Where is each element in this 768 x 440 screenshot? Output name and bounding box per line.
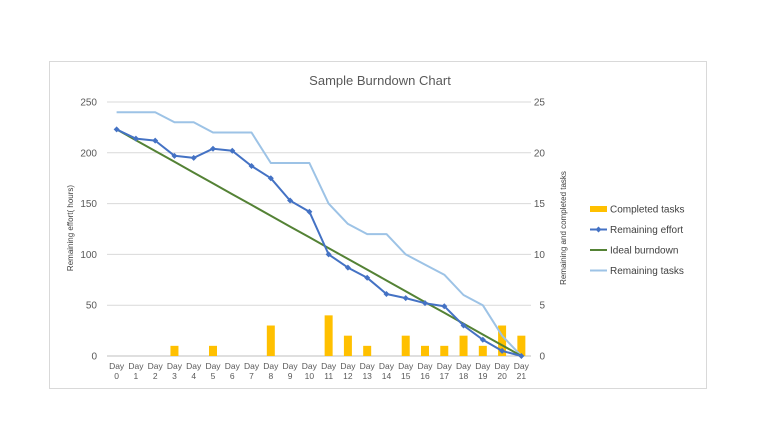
remaining-effort-marker	[113, 126, 120, 133]
legend-item-completed-tasks: Completed tasks	[590, 205, 684, 216]
remaining-effort-marker	[229, 147, 236, 154]
completed-tasks-bar	[517, 335, 526, 356]
remaining-effort-marker	[267, 175, 274, 182]
legend-item-remaining-effort: Remaining effort	[590, 225, 683, 236]
completed-tasks-bar	[209, 345, 217, 356]
completed-tasks-bar	[459, 335, 468, 356]
chart-title: Sample Burndown Chart	[309, 73, 451, 88]
x-tick-label: Day 13	[360, 361, 376, 381]
completed-tasks-bar	[170, 345, 179, 356]
y2-tick-label: 5	[539, 301, 545, 312]
legend-item-remaining-tasks: Remaining tasks	[590, 266, 684, 277]
y2-tick-label: 20	[534, 148, 546, 159]
x-tick-label: Day 10	[302, 361, 318, 381]
gridlines	[107, 101, 531, 357]
remaining-effort-marker	[518, 353, 525, 359]
x-tick-label: Day 4	[186, 361, 202, 381]
completed-tasks-bar	[266, 325, 275, 356]
remaining-effort-marker	[499, 347, 506, 354]
x-tick-label: Day 5	[205, 361, 221, 381]
y-tick-label: 200	[80, 148, 97, 159]
remaining-effort-marker	[383, 291, 390, 298]
legend-marker	[595, 226, 602, 233]
x-tick-label: Day 11	[321, 361, 337, 381]
completed-tasks-bar	[440, 345, 449, 356]
y2-tick-label: 10	[534, 250, 546, 261]
legend-label: Ideal burndown	[610, 246, 678, 257]
remaining-effort-marker	[171, 152, 178, 159]
x-tick-label: Day 14	[379, 361, 395, 381]
y-axis-title: Remaining effort( hours)	[66, 185, 75, 271]
remaining-effort-line	[116, 128, 522, 357]
completed-tasks-bars	[170, 315, 526, 356]
completed-tasks-bar	[363, 345, 372, 356]
completed-tasks-bar	[421, 345, 429, 356]
remaining-effort-marker	[306, 208, 313, 215]
y-tick-label: 100	[80, 250, 97, 261]
x-tick-label: Day 18	[456, 361, 472, 381]
legend-swatch	[590, 206, 607, 212]
legend-label: Completed tasks	[610, 205, 684, 216]
remaining-effort-marker	[248, 163, 255, 170]
chart-frame	[49, 61, 707, 389]
x-tick-label: Day 7	[244, 361, 260, 381]
x-tick-label: Day 1	[128, 361, 144, 381]
completed-tasks-bar	[324, 315, 333, 356]
remaining-effort-marker	[325, 251, 332, 258]
remaining-effort-marker	[132, 135, 139, 142]
y-tick-label: 250	[80, 98, 97, 109]
remaining-effort-marker	[479, 336, 486, 343]
completed-tasks-bar	[401, 335, 410, 356]
series-lines	[116, 111, 523, 357]
x-tick-label: Day 20	[495, 361, 511, 381]
x-tick-label: Day 6	[225, 361, 241, 381]
x-tick-label: Day 12	[340, 361, 356, 381]
x-tick-label: Day 21	[514, 361, 530, 381]
y-tick-label: 50	[86, 301, 98, 312]
x-tick-label: Day 19	[475, 361, 491, 381]
completed-tasks-bar	[478, 345, 487, 356]
completed-tasks-bar	[498, 325, 507, 356]
x-tick-label: Day 2	[148, 361, 164, 381]
y-tick-label: 150	[80, 199, 97, 210]
remaining-effort-marker	[460, 322, 467, 329]
x-tick-label: Day 3	[167, 361, 183, 381]
legend-label: Remaining tasks	[610, 266, 684, 277]
x-tick-label: Day 16	[417, 361, 433, 381]
remaining-tasks-line	[116, 111, 523, 357]
x-tick-label: Day 8	[263, 361, 279, 381]
y2-tick-label: 0	[539, 352, 545, 363]
remaining-effort-marker	[344, 264, 351, 271]
remaining-effort-marker	[287, 197, 294, 204]
remaining-effort-marker	[364, 274, 371, 281]
remaining-effort-markers	[113, 126, 525, 359]
remaining-effort-marker	[190, 154, 197, 161]
x-tick-label: Day 17	[437, 361, 453, 381]
ideal-burndown-line	[116, 128, 522, 357]
y2-tick-label: 15	[534, 199, 546, 210]
legend-item-ideal-burndown: Ideal burndown	[590, 246, 678, 257]
completed-tasks-bar	[343, 335, 352, 356]
x-tick-label: Day 0	[109, 361, 125, 381]
legend-label: Remaining effort	[610, 225, 683, 236]
y2-tick-label: 25	[534, 98, 546, 109]
secondary-y-axis-title: Remaining and completed tasks	[559, 171, 568, 285]
remaining-effort-marker	[441, 303, 448, 310]
legend: Completed tasks Remaining effort Ideal bur…	[590, 205, 684, 277]
remaining-effort-marker	[422, 300, 428, 307]
remaining-effort-marker	[210, 145, 216, 152]
y-tick-label: 0	[91, 352, 97, 363]
remaining-effort-marker	[152, 137, 159, 144]
x-tick-label: Day 15	[398, 361, 414, 381]
x-tick-label: Day 9	[283, 361, 299, 381]
remaining-effort-marker	[402, 295, 409, 302]
